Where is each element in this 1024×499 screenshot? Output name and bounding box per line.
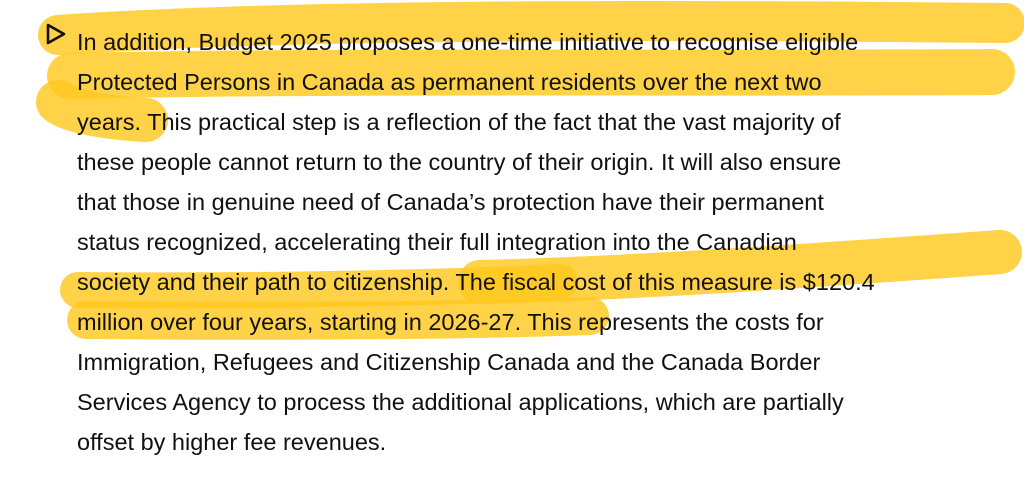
paragraph-line: society and their path to citizenship. T…: [77, 262, 1017, 302]
plain-text: these people cannot return to the countr…: [77, 149, 842, 175]
paragraph-line: Protected Persons in Canada as permanent…: [77, 62, 1017, 102]
plain-text: Immigration, Refugees and Citizenship Ca…: [77, 349, 821, 375]
paragraph-line: that those in genuine need of Canada’s p…: [77, 182, 1017, 222]
highlight-1: [36, 0, 1024, 142]
paragraph-line: these people cannot return to the countr…: [77, 142, 1017, 182]
paragraph-line: Services Agency to process the additiona…: [77, 382, 1017, 422]
highlight-stroke: [38, 0, 1024, 55]
plain-text: million over four years, starting in 202…: [77, 309, 824, 335]
plain-text: offset by higher fee revenues.: [77, 429, 387, 455]
play-triangle-icon: [46, 23, 66, 45]
highlighted-text: Protected Persons in Canada as permanent…: [77, 69, 822, 95]
paragraph-line: status recognized, accelerating their fu…: [77, 222, 1017, 262]
plain-text: Services Agency to process the additiona…: [77, 389, 844, 415]
paragraph-line: years. This practical step is a reflecti…: [77, 102, 1017, 142]
highlight-2: [60, 230, 1022, 340]
plain-text: that those in genuine need of Canada’s p…: [77, 189, 824, 215]
highlight-stroke: [60, 264, 578, 309]
plain-text: society and their path to citizenship. T…: [77, 269, 875, 295]
plain-text: status recognized, accelerating their fu…: [77, 229, 797, 255]
plain-text: This practical step is a reflection of t…: [141, 109, 841, 135]
highlighted-text: In addition, Budget 2025 proposes a one-…: [77, 29, 859, 55]
highlight-stroke: [47, 49, 1015, 99]
highlighted-text: years.: [77, 109, 141, 135]
highlight-stroke: [36, 80, 168, 142]
paragraph-line: million over four years, starting in 202…: [77, 302, 1017, 342]
paragraph-line: Immigration, Refugees and Citizenship Ca…: [77, 342, 1017, 382]
highlight-stroke: [67, 297, 609, 340]
paragraph-line: offset by higher fee revenues.: [77, 422, 1017, 462]
paragraph-line: In addition, Budget 2025 proposes a one-…: [77, 22, 1017, 62]
paragraph: In addition, Budget 2025 proposes a one-…: [77, 22, 1017, 462]
